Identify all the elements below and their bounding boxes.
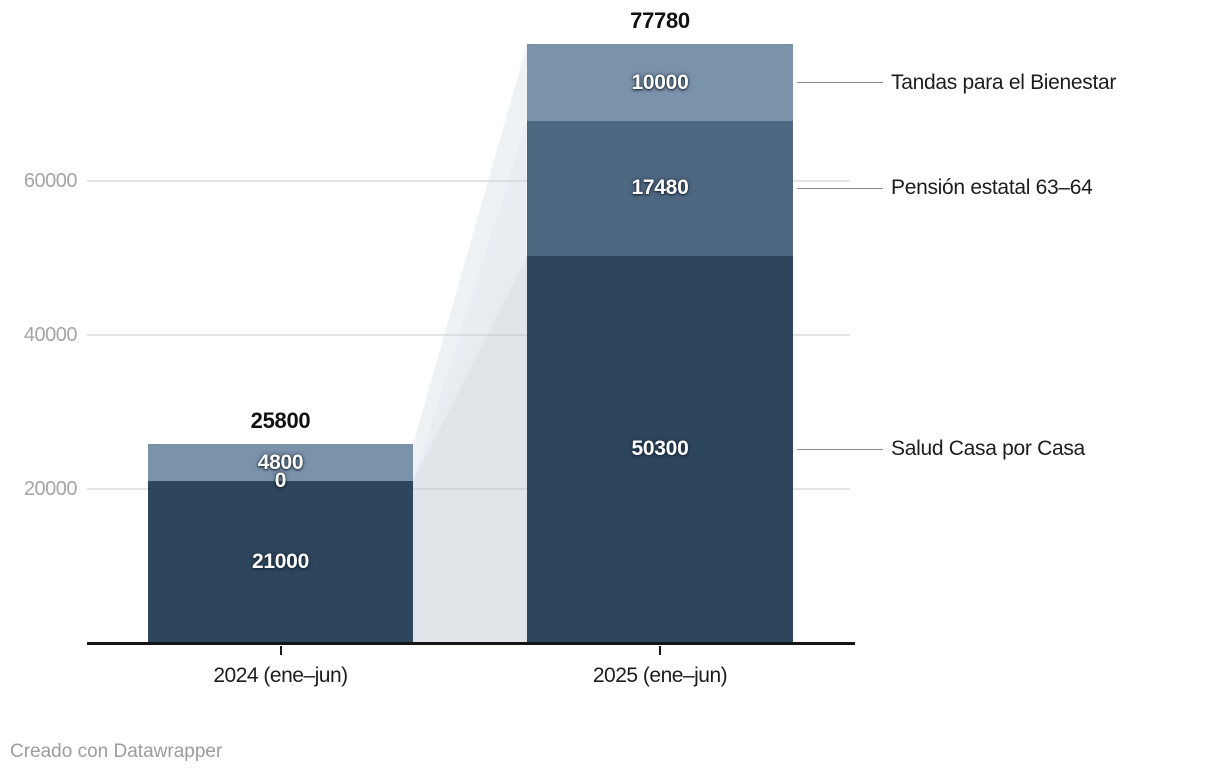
y-gridline (87, 488, 850, 490)
y-axis-tick-label: 60000 (23, 170, 78, 192)
legend-label-series-0: Salud Casa por Casa (891, 437, 1085, 461)
x-axis-tick (279, 646, 282, 655)
bar-segment-cat1-series1 (527, 121, 793, 256)
x-axis-line (87, 642, 855, 645)
bar-value-label: 21000 (252, 550, 309, 574)
y-axis-tick-label: 20000 (23, 478, 78, 500)
bar-segment-cat0-series0 (148, 481, 413, 643)
legend-label-series-2: Tandas para el Bienestar (891, 70, 1117, 94)
x-axis-category-label: 2025 (ene–jun) (592, 664, 728, 687)
bar-value-label: 0 (274, 469, 287, 493)
bar-value-label: 17480 (631, 176, 689, 200)
bar-total-label: 25800 (250, 408, 311, 434)
datawrapper-credit-link[interactable]: Creado con Datawrapper (10, 741, 223, 762)
y-gridline (87, 180, 850, 182)
connector-area-series-1 (413, 121, 527, 482)
y-axis-tick-label: 40000 (23, 324, 78, 346)
legend-connector-line (797, 448, 883, 451)
bar-segment-cat0-series2 (148, 444, 413, 482)
x-axis-tick (659, 646, 661, 655)
x-axis-category-label: 2024 (ene–jun) (213, 664, 348, 687)
y-gridline (87, 334, 850, 336)
bar-value-label: 50300 (631, 437, 689, 461)
legend-connector-line (797, 81, 883, 84)
legend-label-series-1: Pensión estatal 63–64 (891, 176, 1093, 200)
legend-connector-line (797, 187, 883, 190)
connector-area-series-0 (413, 255, 527, 643)
connector-area-series-2 (413, 44, 527, 482)
bar-value-label: 10000 (631, 70, 689, 94)
bar-total-label: 77780 (630, 8, 690, 34)
bar-segment-cat1-series2 (527, 44, 793, 122)
bar-value-label: 4800 (257, 450, 304, 474)
bar-segment-cat1-series0 (527, 255, 793, 643)
